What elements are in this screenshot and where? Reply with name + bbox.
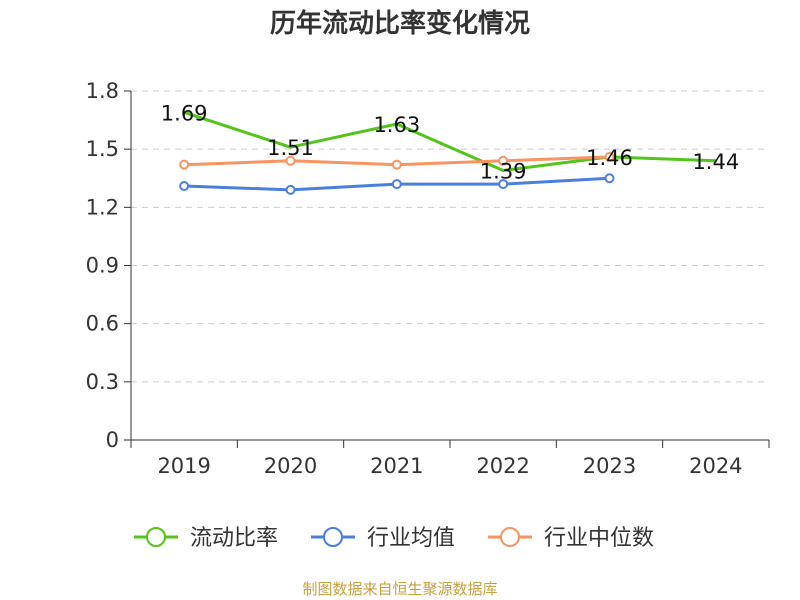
legend-marker	[323, 527, 343, 547]
legend-marker	[146, 527, 166, 547]
data-label: 1.39	[480, 159, 527, 183]
data-labels: 1.69 1.51 1.63 1.39 1.46 1.44	[161, 101, 739, 183]
data-label: 1.46	[586, 146, 633, 170]
y-tick-label: 0.9	[86, 254, 119, 278]
source-note: 制图数据来自恒生聚源数据库	[302, 580, 497, 598]
data-label: 1.44	[692, 150, 739, 174]
x-tick-label: 2022	[476, 454, 529, 478]
series-point	[179, 181, 190, 192]
y-tick-label: 0.3	[86, 370, 119, 394]
y-tick-label: 0.6	[86, 312, 119, 336]
legend-label: 行业中位数	[544, 526, 654, 551]
legend-marker	[500, 527, 520, 547]
x-tick-label: 2020	[264, 454, 317, 478]
series-point	[498, 179, 509, 190]
series-point	[604, 173, 615, 184]
series-point	[604, 151, 615, 162]
legend-label: 行业均值	[367, 526, 455, 551]
y-tick-label: 1.8	[86, 79, 119, 103]
x-tick-label: 2024	[689, 454, 742, 478]
y-tick-label: 1.2	[86, 195, 119, 219]
grid-lines	[131, 90, 769, 383]
x-tick-label: 2019	[157, 454, 210, 478]
series-point	[391, 159, 402, 170]
series-point	[391, 179, 402, 190]
x-tick-label: 2023	[583, 454, 636, 478]
series-point	[285, 184, 296, 195]
y-tick-label: 0	[106, 428, 119, 452]
series-layer	[179, 110, 718, 195]
series-point	[179, 159, 190, 170]
data-label: 1.51	[267, 136, 314, 160]
data-label: 1.63	[373, 113, 420, 137]
series-point	[285, 155, 296, 166]
series-line-0	[182, 110, 718, 172]
legend: 流动比率 行业均值 行业中位数	[134, 526, 654, 551]
x-tick-label: 2021	[370, 454, 423, 478]
series-point	[498, 155, 509, 166]
y-tick-label: 1.5	[86, 137, 119, 161]
chart-title: 历年流动比率变化情况	[270, 8, 530, 39]
legend-label: 流动比率	[190, 526, 278, 551]
axes: 0 0.3 0.6 0.9 1.2 1.5 1.8 2019 2020 2021 2022 2023 2…	[86, 79, 770, 478]
data-label: 1.69	[161, 101, 208, 125]
